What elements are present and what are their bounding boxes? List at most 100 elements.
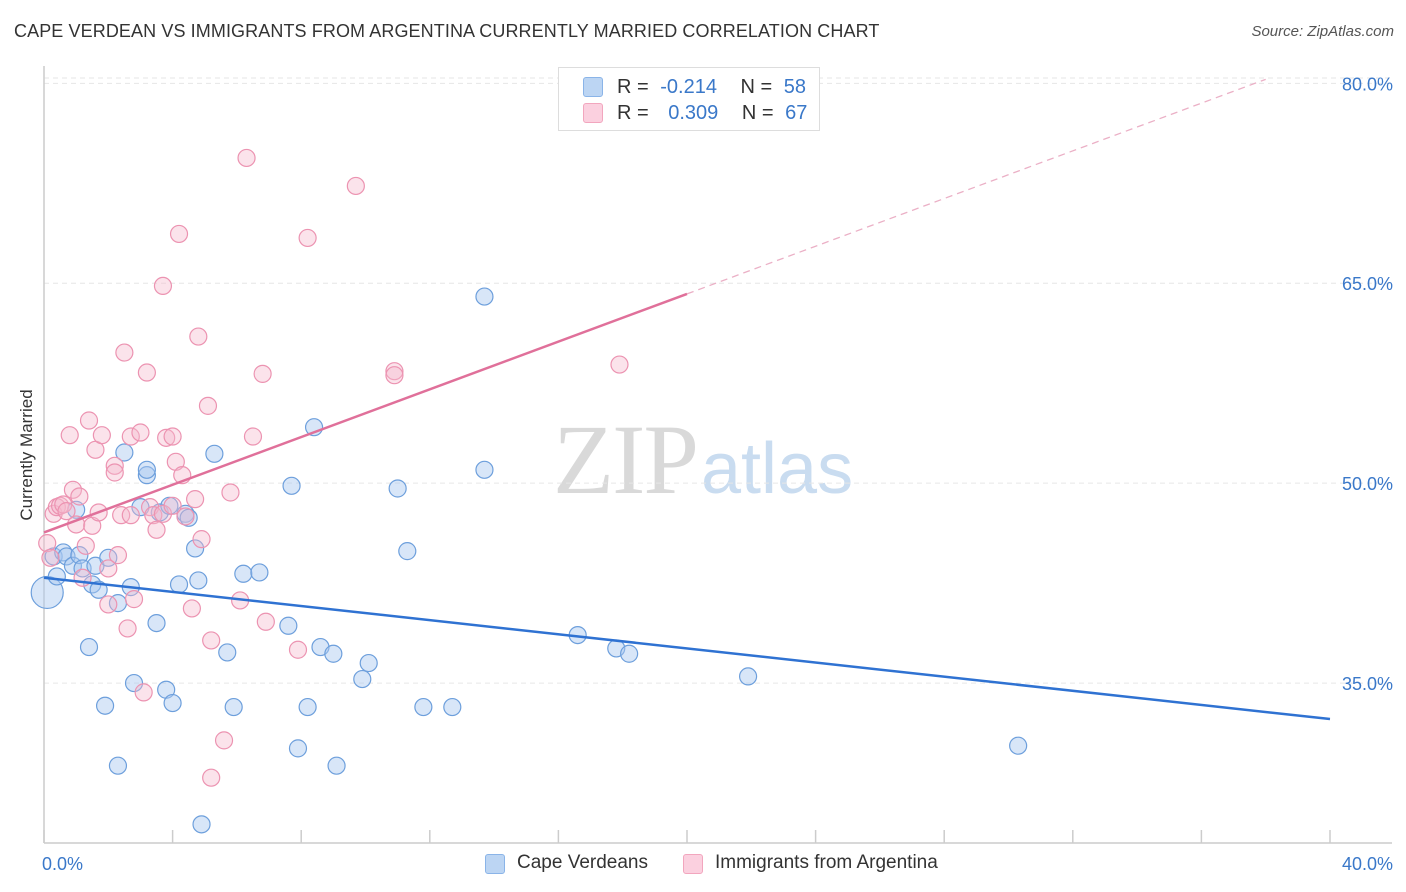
argentina-point (137, 363, 156, 382)
cape-verdean-point (124, 673, 144, 693)
argentina-point (182, 599, 201, 618)
cape-verdean-point (288, 739, 308, 758)
n-value: 67 (785, 102, 808, 124)
cape-verdean-point (327, 756, 346, 775)
argentina-point (105, 463, 124, 482)
cape-verdean-point (163, 693, 182, 713)
argentina-point (385, 366, 404, 385)
argentina-point (214, 731, 234, 750)
n-value: 58 (783, 76, 807, 98)
y-tick-label: 35.0% (1342, 674, 1393, 694)
cape-verdean-point (108, 756, 128, 775)
cape-verdean-point (414, 697, 433, 717)
argentina-point (115, 343, 134, 362)
argentina-point (76, 536, 95, 555)
cape-verdean-point (324, 644, 343, 663)
argentina-point (57, 502, 76, 521)
argentina-point (202, 631, 221, 650)
argentina-trendline-extension (686, 78, 1266, 295)
argentina-point (157, 428, 176, 447)
argentina-point (131, 423, 150, 442)
cape-verdean-point (137, 460, 156, 479)
source-credit: Source: ZipAtlas.com (1251, 23, 1394, 40)
cape-verdean-point (475, 287, 494, 306)
cape-verdean-point (738, 667, 758, 686)
argentina-point (237, 148, 256, 168)
y-axis-label: Currently Married (17, 389, 36, 521)
argentina-point (186, 490, 205, 509)
cape-verdean-point (443, 697, 462, 717)
argentina-point (153, 276, 173, 296)
legend-swatch-blue (583, 77, 603, 97)
cape-verdean-point (388, 479, 407, 498)
cape-verdean-point (89, 580, 108, 599)
cape-verdean-trendline (43, 576, 1331, 721)
argentina-point (253, 364, 272, 383)
n-label: N = (741, 102, 774, 124)
cape-verdean-point (475, 460, 494, 479)
argentina-point (221, 483, 240, 502)
cape-verdean-point (47, 567, 66, 586)
watermark: ZIPatlas (553, 402, 853, 517)
cape-verdean-point (189, 571, 208, 590)
chart-title: CAPE VERDEAN VS IMMIGRANTS FROM ARGENTIN… (14, 21, 880, 41)
cape-verdean-point (279, 616, 298, 635)
cape-verdean-point (218, 643, 237, 662)
legend-swatch-blue (485, 854, 505, 874)
cape-verdean-point (298, 697, 317, 717)
cape-verdean-point (186, 539, 205, 558)
y-tick-label: 80.0% (1342, 74, 1393, 94)
argentina-point (121, 506, 140, 525)
r-value: 0.309 (668, 102, 719, 124)
cape-verdean-point (359, 653, 378, 673)
argentina-point (147, 520, 166, 539)
argentina-point (63, 480, 83, 499)
cape-verdean-point (79, 637, 99, 657)
cape-verdean-point (224, 697, 243, 717)
argentina-point (256, 612, 275, 631)
correlation-legend: R = -0.214 N = 58 R = 0.309 N = 67 (558, 67, 820, 131)
watermark-atlas: atlas (701, 429, 854, 509)
argentina-point (38, 534, 57, 553)
argentina-point (163, 496, 182, 515)
cape-verdean-point (205, 444, 224, 463)
cape-verdean-point (137, 466, 156, 485)
argentina-point (70, 487, 89, 506)
argentina-point (189, 327, 208, 346)
x-tick-label: 40.0% (1342, 854, 1393, 874)
argentina-point (118, 619, 137, 638)
x-tick-label: 0.0% (42, 854, 83, 874)
argentina-point (198, 396, 218, 415)
argentina-point (121, 427, 140, 446)
argentina-point (169, 224, 189, 244)
argentina-point (202, 768, 221, 787)
cape-verdean-point (398, 542, 417, 561)
cape-verdean-point (250, 563, 269, 582)
argentina-point (176, 507, 195, 526)
cape-verdean-point (115, 443, 134, 462)
argentina-point (92, 426, 111, 445)
legend-label: Cape Verdeans (517, 852, 648, 873)
argentina-point (346, 176, 365, 196)
cape-verdean-point (620, 644, 639, 663)
cape-verdean-point (282, 476, 301, 495)
argentina-point (385, 362, 404, 381)
argentina-point (108, 546, 128, 565)
argentina-point (298, 228, 317, 248)
r-value: -0.214 (660, 76, 717, 98)
legend-swatch-pink (683, 854, 703, 874)
legend-swatch-pink (583, 103, 603, 123)
cape-verdean-point (353, 669, 372, 689)
argentina-point (192, 530, 211, 549)
r-label: R = (617, 102, 649, 124)
argentina-point (112, 506, 131, 525)
argentina-point (79, 411, 99, 430)
cape-verdean-point (147, 613, 166, 633)
r-label: R = (617, 76, 649, 98)
cape-verdean-point (169, 575, 189, 594)
y-tick-label: 50.0% (1342, 474, 1393, 494)
argentina-point (163, 427, 182, 446)
cape-verdean-point (95, 696, 115, 715)
y-tick-label: 65.0% (1342, 274, 1393, 294)
